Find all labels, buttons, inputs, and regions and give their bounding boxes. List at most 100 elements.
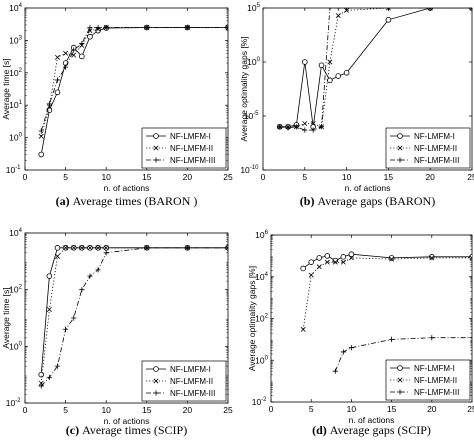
y-tick-label: 10 — [255, 272, 265, 282]
x-tick-label: 20 — [427, 404, 437, 414]
series-line — [279, 8, 472, 131]
point-x-marker — [63, 50, 69, 56]
y-tick-exponent: 4 — [19, 3, 23, 9]
x-tick-label: 20 — [183, 405, 193, 415]
plot-area — [300, 251, 472, 374]
legend-label: NF-LMFM-III — [414, 156, 459, 165]
point-x-marker — [225, 245, 228, 251]
point-plus-marker — [54, 363, 61, 369]
point-plus-marker — [225, 245, 228, 251]
y-tick-label: 10 — [6, 398, 16, 408]
legend-label: NF-LMFM-II — [170, 144, 213, 153]
point-circle-marker — [308, 259, 315, 265]
point-circle-marker — [388, 255, 395, 261]
point-x-marker — [327, 59, 333, 65]
y-tick-exponent: 2 — [265, 314, 269, 320]
y-tick-label: 10 — [9, 100, 19, 110]
x-axis-label: n. of actions — [345, 183, 391, 193]
point-plus-marker — [302, 127, 308, 133]
point-x-marker — [95, 245, 101, 251]
series-line — [40, 27, 228, 155]
series-line — [334, 337, 472, 372]
panel-caption: (c) Average times (SCIP) — [66, 423, 187, 437]
plot-frame — [24, 7, 229, 171]
legend-label: NF-LMFM-I — [170, 132, 211, 141]
y-tick-label: 10 — [255, 314, 265, 324]
point-x-marker — [87, 245, 93, 251]
panel-caption: (d) Average gaps (SCIP) — [312, 423, 431, 437]
point-x-marker — [427, 8, 433, 11]
point-plus-marker — [63, 326, 69, 332]
x-tick-label: 20 — [183, 172, 193, 182]
point-plus-marker — [87, 24, 93, 31]
point-plus-marker — [225, 24, 228, 31]
plot-frame — [24, 232, 229, 404]
point-plus-marker — [38, 128, 44, 134]
x-tick-label: 25 — [223, 405, 233, 415]
point-circle-marker — [46, 273, 53, 279]
x-tick-label: 0 — [269, 404, 274, 414]
point-x-marker — [54, 54, 60, 60]
x-tick-label: 15 — [142, 405, 152, 415]
y-tick-exponent: -10 — [250, 165, 259, 171]
point-plus-marker — [103, 24, 109, 31]
x-tick-label: 10 — [342, 172, 352, 182]
y-tick-exponent: 2 — [19, 68, 23, 74]
y-tick-label: 10 — [6, 165, 16, 175]
panel-caption-letter: (c) — [66, 423, 82, 437]
x-tick-label: 0 — [23, 172, 28, 182]
y-axis-label: Average optimality gaps [%] — [239, 36, 249, 141]
y-tick-exponent: 6 — [265, 230, 269, 236]
point-plus-marker — [310, 127, 316, 133]
legend-label: NF-LMFM-I — [170, 365, 211, 374]
point-x-marker — [71, 245, 77, 251]
point-circle-marker — [348, 251, 355, 258]
point-circle-marker — [327, 77, 333, 84]
point-circle-marker — [316, 255, 323, 261]
point-plus-marker — [397, 389, 403, 395]
y-tick-exponent: 2 — [19, 285, 23, 291]
point-circle-marker — [428, 254, 435, 260]
x-tick-label: 10 — [347, 404, 357, 414]
plot-area — [38, 245, 228, 389]
y-tick-exponent: 1 — [19, 100, 23, 106]
x-tick-label: 15 — [387, 404, 397, 414]
series-line — [40, 27, 228, 137]
series-line — [302, 257, 472, 330]
point-x-marker — [429, 255, 435, 261]
y-tick-label: 10 — [240, 165, 250, 175]
legend-label: NF-LMFM-I — [414, 132, 455, 141]
point-circle-marker — [332, 257, 339, 264]
panel-caption-text: Average times (SCIP) — [82, 423, 187, 437]
series-line — [279, 8, 472, 128]
point-plus-marker — [71, 315, 77, 321]
point-circle-marker — [54, 245, 61, 251]
point-x-marker — [316, 264, 322, 270]
point-circle-marker — [318, 62, 325, 69]
point-circle-marker — [38, 151, 45, 158]
point-plus-marker — [335, 8, 341, 11]
point-plus-marker — [427, 8, 433, 11]
point-plus-marker — [38, 383, 44, 389]
point-x-marker — [300, 326, 306, 332]
y-tick-exponent: -5 — [253, 111, 259, 117]
point-circle-marker — [87, 33, 93, 40]
x-tick-label: 25 — [467, 404, 474, 414]
y-tick-exponent: 0 — [257, 57, 261, 63]
legend-label: NF-LMFM-III — [170, 389, 215, 398]
point-plus-marker — [293, 124, 300, 130]
y-tick-exponent: 4 — [265, 272, 269, 278]
x-tick-label: 0 — [261, 172, 266, 182]
point-circle-marker — [397, 133, 403, 139]
y-tick-exponent: 4 — [19, 228, 23, 234]
x-tick-label: 10 — [101, 405, 111, 415]
point-x-marker — [385, 8, 391, 11]
panel-caption-text: Average times (BARON ) — [73, 194, 198, 208]
point-x-marker — [469, 255, 472, 261]
point-circle-marker — [54, 89, 61, 96]
x-tick-label: 20 — [425, 172, 435, 182]
point-x-marker — [225, 25, 228, 30]
point-circle-marker — [301, 59, 308, 65]
